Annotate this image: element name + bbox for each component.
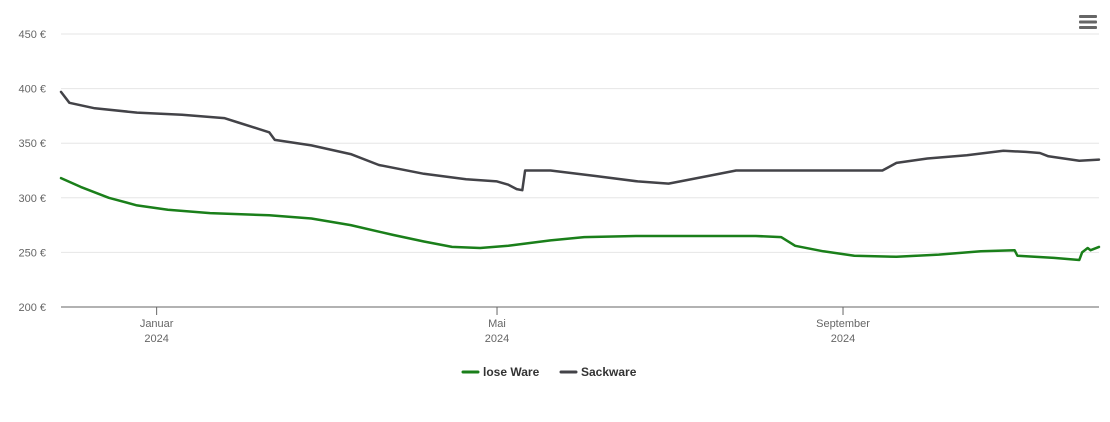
legend-item[interactable]: Sackware <box>559 365 637 379</box>
y-tick-label: 350 € <box>18 138 46 150</box>
y-axis: 200 € 250 € 300 € 350 € 400 € 450 € <box>18 29 46 314</box>
x-tick-year: 2024 <box>144 333 168 345</box>
legend: lose Ware Sackware <box>461 365 637 379</box>
y-tick-label: 300 € <box>18 193 46 205</box>
series-lines <box>59 90 1101 262</box>
series-line-sackware <box>59 90 1101 192</box>
x-tick-year: 2024 <box>831 333 855 345</box>
y-tick-label: 250 € <box>18 247 46 259</box>
y-tick-label: 450 € <box>18 29 46 41</box>
grid <box>61 33 1099 253</box>
legend-item[interactable]: lose Ware <box>461 365 540 379</box>
y-tick-label: 200 € <box>18 302 46 314</box>
x-tick-label: Mai <box>488 318 506 330</box>
hamburger-menu-icon <box>1079 15 1097 29</box>
x-axis: Januar 2024 Mai 2024 September 2024 <box>61 306 1099 345</box>
legend-label: lose Ware <box>483 365 540 379</box>
legend-label: Sackware <box>581 365 637 379</box>
x-tick-label: Januar <box>140 318 174 330</box>
chart-menu-button[interactable] <box>1079 14 1097 30</box>
y-tick-label: 400 € <box>18 84 46 96</box>
x-tick-label: September <box>816 318 870 330</box>
series-line-lose-ware <box>59 176 1101 262</box>
x-tick-year: 2024 <box>485 333 509 345</box>
